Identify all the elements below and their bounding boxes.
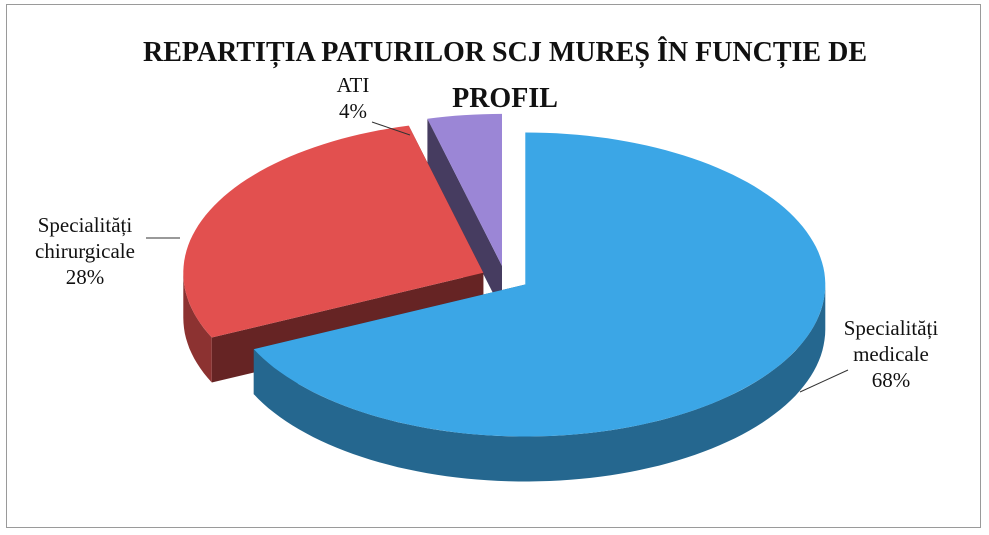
chart-title: REPARTIȚIA PATURILOR SCJ MUREȘ ÎN FUNCȚI… (143, 37, 867, 114)
category-label: Specialități chirurgicale (35, 213, 135, 263)
leader-line (799, 369, 849, 393)
chart-frame (6, 4, 981, 528)
slice-top (183, 125, 484, 338)
leader-line (371, 121, 411, 136)
category-label: ATI (336, 73, 370, 97)
value-label: 28% (65, 265, 105, 289)
slice-wall (253, 284, 826, 482)
slice-side (427, 118, 502, 311)
data-label: ATI 4% (318, 72, 388, 124)
slice-top (253, 132, 826, 437)
value-label: 68% (871, 368, 911, 392)
slice-top (427, 113, 502, 266)
slice-wall (183, 272, 212, 383)
pie-slice (253, 132, 826, 482)
data-label: Specialități medicale 68% (832, 315, 950, 393)
pie-slice (427, 113, 502, 311)
category-label: Specialități medicale (843, 316, 939, 366)
data-label: Specialități chirurgicale 28% (10, 212, 160, 290)
value-label: 4% (339, 99, 367, 123)
